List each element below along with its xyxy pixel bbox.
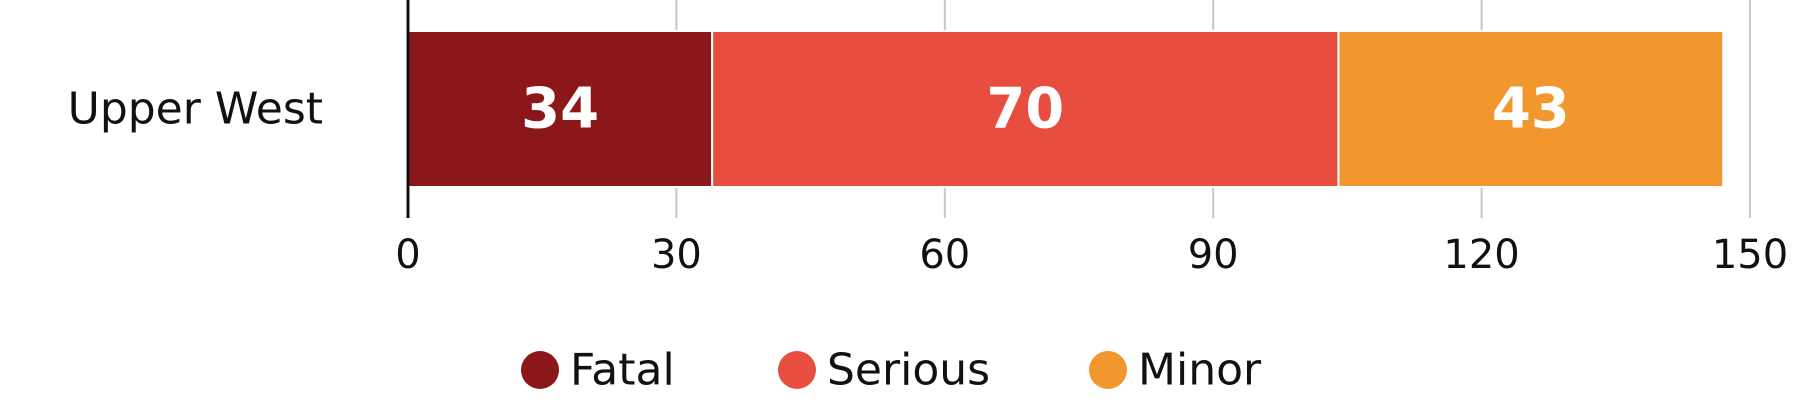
- legend: Fatal Serious Minor: [521, 345, 1262, 396]
- x-tick-label-60: 60: [919, 232, 970, 278]
- value-label-fatal: 34: [521, 77, 599, 142]
- legend-label-fatal: Fatal: [570, 345, 675, 396]
- value-label-serious: 70: [986, 77, 1064, 142]
- x-tick-label-120: 120: [1443, 232, 1519, 278]
- legend-swatch-serious: [778, 351, 816, 389]
- legend-label-serious: Serious: [827, 345, 990, 396]
- legend-item-serious: Serious: [778, 345, 990, 396]
- bar-segment-fatal: [407, 30, 714, 188]
- x-tick-label-150: 150: [1712, 232, 1788, 278]
- legend-item-fatal: Fatal: [521, 345, 675, 396]
- x-tick-label-30: 30: [651, 232, 702, 278]
- value-label-minor: 43: [1492, 77, 1570, 142]
- legend-swatch-fatal: [521, 351, 559, 389]
- bar-segment-serious: [711, 30, 1340, 188]
- label-layer: 34 70 43 Upper West: [68, 77, 1570, 142]
- category-label: Upper West: [68, 84, 323, 135]
- x-tick-label-90: 90: [1188, 232, 1239, 278]
- x-tick-label-0: 0: [395, 232, 420, 278]
- legend-label-minor: Minor: [1138, 345, 1262, 396]
- legend-swatch-minor: [1089, 351, 1127, 389]
- bar-layer: [407, 30, 1725, 188]
- axis-layer: 0 30 60 90 120 150: [395, 0, 1788, 278]
- legend-item-minor: Minor: [1089, 345, 1262, 396]
- bar-segment-minor: [1337, 30, 1725, 188]
